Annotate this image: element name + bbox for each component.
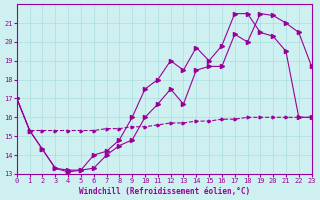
X-axis label: Windchill (Refroidissement éolien,°C): Windchill (Refroidissement éolien,°C) [79, 187, 250, 196]
